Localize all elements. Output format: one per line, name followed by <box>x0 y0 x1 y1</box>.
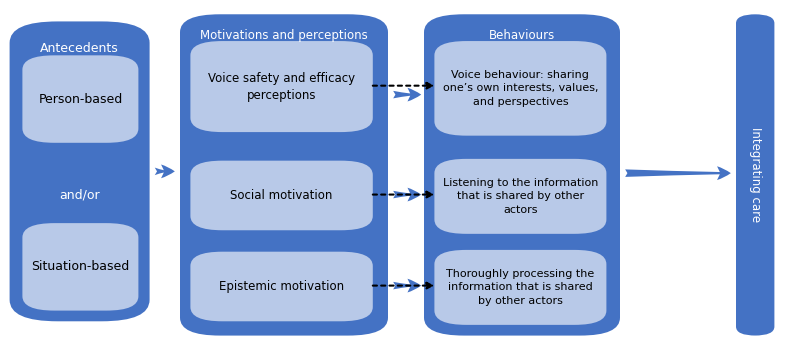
Text: Behaviours: Behaviours <box>489 29 555 42</box>
FancyBboxPatch shape <box>180 14 388 336</box>
FancyBboxPatch shape <box>190 252 373 321</box>
Text: Voice safety and efficacy
perceptions: Voice safety and efficacy perceptions <box>208 71 355 102</box>
Text: Epistemic motivation: Epistemic motivation <box>219 280 344 293</box>
Text: Social motivation: Social motivation <box>230 189 333 202</box>
FancyBboxPatch shape <box>190 41 373 132</box>
Text: Person-based: Person-based <box>38 92 122 106</box>
Text: Antecedents: Antecedents <box>40 42 119 55</box>
Text: Integrating care: Integrating care <box>749 127 762 222</box>
FancyBboxPatch shape <box>424 14 620 336</box>
Text: Listening to the information
that is shared by other
actors: Listening to the information that is sha… <box>442 178 598 215</box>
FancyBboxPatch shape <box>22 55 138 143</box>
FancyBboxPatch shape <box>434 250 606 325</box>
FancyBboxPatch shape <box>434 41 606 136</box>
FancyBboxPatch shape <box>736 14 774 336</box>
FancyBboxPatch shape <box>10 21 150 321</box>
FancyBboxPatch shape <box>22 223 138 311</box>
Text: Thoroughly processing the
information that is shared
by other actors: Thoroughly processing the information th… <box>446 269 594 306</box>
Text: Voice behaviour: sharing
one’s own interests, values,
and perspectives: Voice behaviour: sharing one’s own inter… <box>442 70 598 106</box>
Text: Situation-based: Situation-based <box>31 260 130 273</box>
Text: Motivations and perceptions: Motivations and perceptions <box>200 29 368 42</box>
Text: and/or: and/or <box>59 188 100 201</box>
FancyBboxPatch shape <box>434 159 606 234</box>
FancyBboxPatch shape <box>190 161 373 230</box>
